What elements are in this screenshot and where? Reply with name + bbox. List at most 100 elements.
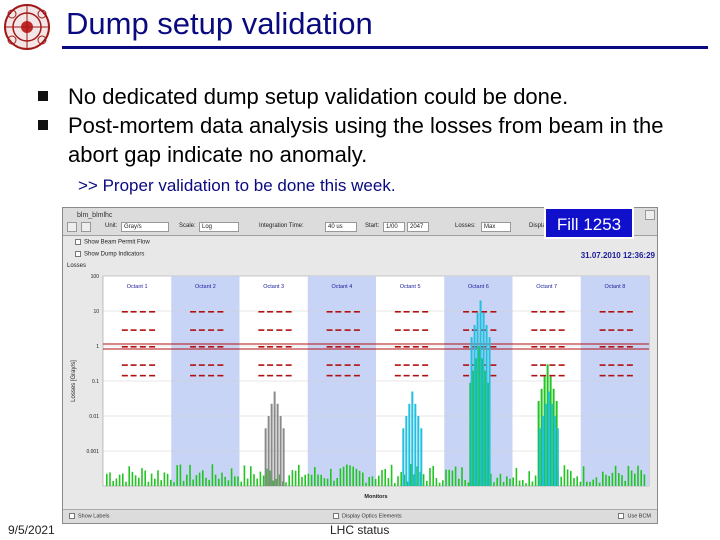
loss-bar (624, 480, 626, 486)
threshold-marker (412, 329, 419, 331)
loss-spike (476, 312, 479, 486)
loss-spike (469, 382, 472, 486)
threshold-marker (353, 364, 360, 366)
start-label: Start: (365, 223, 380, 229)
loss-spike (279, 416, 282, 486)
loss-bar (221, 472, 223, 486)
loss-spike (540, 388, 543, 486)
losses-select[interactable]: Max (481, 222, 511, 232)
threshold-marker (422, 329, 429, 331)
octant-label: Octant 8 (604, 284, 625, 290)
loss-spike (479, 300, 482, 486)
loss-bar (339, 468, 342, 486)
checkbox-icon[interactable] (333, 513, 339, 519)
loss-bar (250, 466, 252, 486)
threshold-marker (326, 311, 333, 313)
threshold-marker (549, 374, 556, 377)
scale-select[interactable]: Log (199, 222, 239, 232)
loss-spike (264, 428, 267, 486)
loss-bar (109, 472, 111, 486)
threshold-marker (285, 329, 292, 331)
loss-spike (420, 428, 423, 486)
loss-bar (144, 470, 146, 486)
loss-bar (304, 474, 306, 486)
use-bcm-toggle[interactable]: Use BCM (618, 513, 651, 519)
close-icon[interactable] (645, 210, 655, 220)
end-input[interactable]: 2047 (407, 222, 429, 232)
loss-bar (464, 479, 466, 486)
threshold-marker (326, 364, 333, 366)
loss-bar (582, 466, 585, 486)
threshold-marker (217, 374, 224, 377)
checkbox-icon[interactable] (69, 513, 75, 519)
bullet-square-icon (38, 91, 48, 101)
loss-bar (586, 481, 588, 486)
loss-bar (138, 477, 140, 486)
threshold-marker (276, 364, 283, 366)
loss-bar (445, 469, 447, 486)
loss-bar (576, 476, 578, 486)
loss-bar (627, 465, 630, 486)
loss-spike (541, 416, 544, 486)
threshold-marker (285, 374, 292, 377)
loss-bar (262, 475, 265, 486)
checkbox-icon[interactable] (75, 251, 81, 257)
loss-bar (323, 478, 326, 486)
loss-spike (270, 403, 273, 486)
threshold-marker (490, 346, 497, 348)
loss-spike (484, 370, 487, 486)
loss-bar (224, 476, 226, 486)
threshold-marker (326, 346, 333, 348)
loss-bar (358, 470, 361, 486)
loss-bar (163, 472, 166, 486)
loss-bar (630, 470, 633, 486)
threshold-marker (558, 364, 565, 366)
threshold-marker (276, 311, 283, 313)
loss-bar (342, 466, 345, 486)
threshold-marker (422, 374, 429, 377)
checkbox-icon[interactable] (618, 513, 625, 519)
loss-bar (518, 480, 521, 486)
dump-indicators-toggle[interactable]: Show Dump Indicators (63, 251, 657, 262)
checkbox-icon[interactable] (75, 239, 81, 245)
loss-spike (485, 324, 488, 486)
loss-bar (349, 465, 351, 486)
loss-bar (294, 470, 297, 486)
threshold-marker (463, 374, 470, 377)
start-input[interactable]: 1/00 (383, 222, 405, 232)
loss-bar (467, 482, 470, 486)
loss-bar (106, 473, 108, 486)
loss-bar (128, 466, 130, 486)
loss-bar (352, 466, 354, 486)
loss-bar (112, 480, 114, 486)
threshold-marker (190, 329, 197, 331)
threshold-marker (403, 346, 410, 348)
beam-permit-toggle[interactable]: Show Beam Permit Flow (63, 239, 657, 250)
octant-label: Octant 2 (195, 284, 216, 290)
integration-select[interactable]: 40 us (325, 222, 357, 232)
display-optics-toggle[interactable]: Display Optics Elements (333, 513, 402, 519)
loss-spike (544, 403, 547, 486)
footer-date: 9/5/2021 (8, 523, 55, 537)
loss-bar (531, 481, 534, 486)
unit-label: Unit: (105, 223, 118, 229)
loss-spike (414, 403, 417, 486)
threshold-marker (540, 329, 547, 331)
print-icon[interactable] (67, 222, 77, 232)
show-labels-toggle[interactable]: Show Labels (69, 513, 110, 519)
threshold-marker (412, 311, 419, 313)
loss-spike (487, 382, 490, 486)
threshold-marker (531, 374, 538, 377)
threshold-marker (353, 329, 360, 331)
y-tick-label: 0.001 (86, 449, 99, 455)
unit-select[interactable]: Gray/s (121, 222, 169, 232)
loss-bar (406, 481, 409, 486)
loss-bar (448, 469, 450, 486)
threshold-marker (121, 329, 128, 331)
loss-bar (362, 472, 364, 486)
loss-spike (537, 401, 540, 486)
threshold-marker (626, 329, 633, 331)
zoom-icon[interactable] (81, 222, 91, 232)
threshold-marker (130, 346, 137, 348)
loss-bar (192, 479, 194, 486)
